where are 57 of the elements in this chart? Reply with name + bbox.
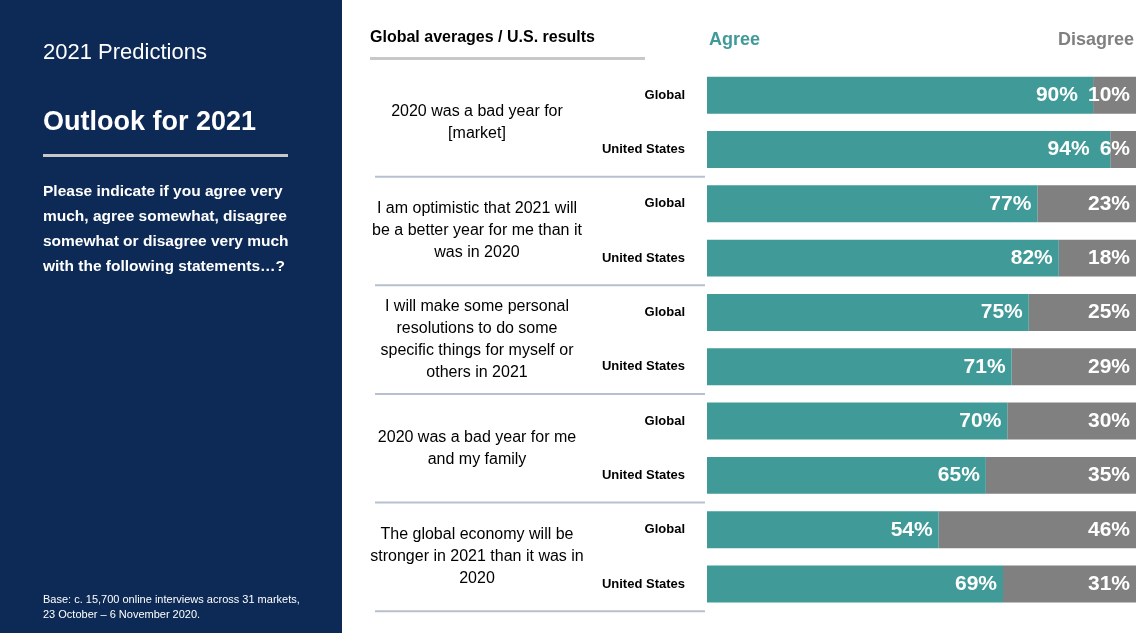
data-label: 70% <box>959 407 1002 431</box>
y-tick-label: Global <box>644 304 685 320</box>
bar <box>707 239 1059 277</box>
text: Base: c. 15,700 online interviews across 31 markets, 23 October – 6 November 2020. <box>43 592 301 622</box>
text: 2020 was a bad year for [market] <box>391 101 564 141</box>
bar <box>707 456 986 494</box>
data-label: 54% <box>890 516 933 540</box>
bar <box>1037 185 1136 223</box>
bar <box>707 348 1012 386</box>
bar <box>985 456 1136 494</box>
data-label: 82% <box>1010 244 1054 268</box>
data-label: 75% <box>980 299 1024 323</box>
data-label: 90% <box>1035 81 1079 105</box>
bar <box>707 293 1029 331</box>
bar <box>707 185 1038 223</box>
text: 2020 was a bad year for me and my family <box>377 427 577 467</box>
data-label: 94% <box>1047 136 1090 160</box>
bar <box>707 511 939 549</box>
data-label: 31% <box>1087 570 1131 594</box>
bar <box>707 565 1004 603</box>
data-label: 29% <box>1087 353 1131 377</box>
data-label: 10% <box>1087 81 1131 105</box>
data-label: 30% <box>1087 407 1131 431</box>
y-tick-label: United States <box>601 358 685 374</box>
text: The global economy will be stronger in 2021 than it was in 2020 <box>370 525 584 587</box>
bar <box>1028 293 1136 331</box>
bar <box>938 511 1136 549</box>
data-label: 18% <box>1087 244 1131 268</box>
data-label: 23% <box>1087 190 1131 214</box>
data-label: 65% <box>937 462 981 486</box>
data-label: 35% <box>1087 462 1131 486</box>
data-label: 6% <box>1099 136 1131 160</box>
series-label: Disagree <box>1057 28 1134 49</box>
data-label: 71% <box>963 353 1006 377</box>
bar <box>1003 565 1136 603</box>
y-tick-label: Global <box>644 195 685 211</box>
y-tick-label: United States <box>601 466 685 482</box>
y-tick-label: Global <box>644 86 685 102</box>
bar <box>707 402 1008 440</box>
bar <box>1007 402 1136 440</box>
text: I am optimistic that 2021 will be a better year for me than it was in 2020 <box>372 199 583 261</box>
y-tick-label: Global <box>644 412 685 428</box>
y-tick-label: United States <box>601 249 685 265</box>
y-tick-label: United States <box>601 141 685 157</box>
text: Global averages / U.S. results <box>370 28 596 46</box>
text: 2021 Predictions <box>43 39 208 64</box>
y-tick-label: United States <box>601 575 685 591</box>
data-label: 25% <box>1087 299 1131 323</box>
text: I will make some personal resolutions to do some specific things for myself or others in 2021 <box>380 297 575 381</box>
text: Please indicate if you agree very much, agree somewhat, disagree somewhat or disagree very much with the following statements…? <box>43 181 290 276</box>
data-label: 69% <box>954 570 998 594</box>
bar <box>1011 348 1136 386</box>
y-tick-label: Global <box>644 521 685 537</box>
series-label: Agree <box>709 28 761 49</box>
data-label: 77% <box>989 190 1032 214</box>
text: Outlook for 2021 <box>43 106 257 137</box>
data-label: 46% <box>1087 516 1131 540</box>
